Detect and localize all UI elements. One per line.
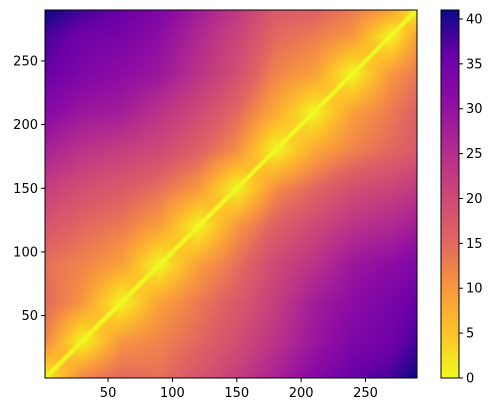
colorbar-tick-label: 20 [466, 192, 483, 207]
heatmap-image [45, 10, 417, 378]
colorbar-tick-label: 25 [466, 147, 483, 162]
colorbar-tick-label: 35 [466, 57, 483, 72]
heatmap-cells [45, 10, 417, 378]
colorbar-tick-label: 40 [466, 12, 483, 27]
y-tick-label: 150 [13, 182, 38, 197]
colorbar-tick-label: 5 [466, 327, 474, 342]
x-tick-label: 150 [224, 386, 249, 401]
colorbar-tick-label: 10 [466, 282, 483, 297]
y-tick-label: 200 [13, 118, 38, 133]
colorbar-tick-label: 30 [466, 102, 483, 117]
x-tick-label: 200 [289, 386, 314, 401]
y-tick-label: 100 [13, 245, 38, 260]
x-tick-label: 100 [160, 386, 185, 401]
plot-frame [44, 9, 418, 379]
y-tick-label: 250 [13, 54, 38, 69]
colorbar-tick-label: 15 [466, 237, 483, 252]
x-tick-label: 250 [353, 386, 378, 401]
x-tick-label: 50 [100, 386, 117, 401]
x-axis: 50 100 150 200 250 [100, 378, 378, 401]
colorbar-axis: 0 5 10 15 20 25 30 35 40 [459, 12, 483, 387]
colorbar-tick-label: 0 [466, 372, 474, 387]
y-tick-label: 50 [21, 309, 38, 324]
y-axis: 50 100 150 200 250 [13, 54, 45, 324]
colorbar [440, 9, 460, 379]
